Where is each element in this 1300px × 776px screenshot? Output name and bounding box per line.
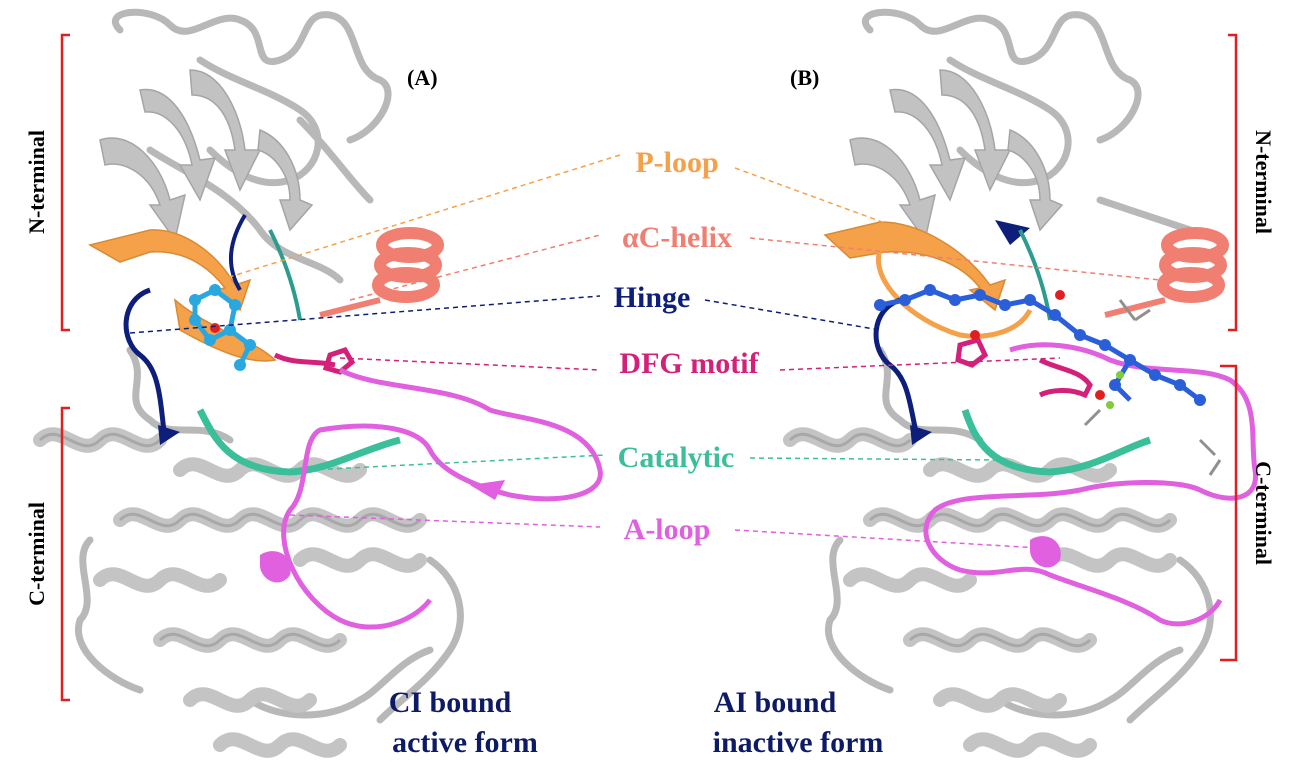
dfg-motif-b: [955, 337, 1093, 399]
ac-helix-a: [372, 227, 444, 303]
caption-a-line1: CI bound: [389, 686, 512, 719]
ac-helix-leader-a: [349, 234, 601, 301]
ac-helix-b: [1157, 227, 1229, 303]
ligand-ai-b: [874, 284, 1206, 409]
dfg-leader-b: [779, 357, 1061, 371]
a-loop-leader-b: [734, 529, 1041, 549]
p-loop-region-b: [823, 221, 1007, 312]
a-loop-label: A-loop: [624, 513, 711, 546]
panel-b-tag: (B): [790, 65, 819, 90]
hinge-a: [123, 287, 168, 441]
c-terminal-label-b: C-terminal: [1251, 461, 1276, 565]
p-loop-leader-b: [734, 167, 946, 246]
c-terminal-bracket-b: [1220, 364, 1238, 662]
panel-a-tag: (A): [407, 65, 438, 90]
a-loop-b: [923, 342, 1258, 627]
p-loop-label: P-loop: [635, 146, 718, 179]
hinge-leader-b: [704, 299, 881, 331]
ac-helix-label: αC-helix: [622, 221, 732, 254]
ac-helix-leader-b: [749, 237, 1161, 281]
ligand-ci-a: [189, 284, 256, 371]
protein-structure-b: [783, 8, 1258, 758]
catalytic-label: Catalytic: [618, 441, 735, 474]
catalytic-loop-a: [196, 408, 401, 476]
caption-a-line2: active form: [392, 726, 538, 759]
hinge-label: Hinge: [614, 281, 691, 314]
catalytic-loop-b: [961, 408, 1152, 476]
n-terminal-label-b: N-terminal: [1251, 130, 1276, 234]
a-loop-leader-a: [289, 514, 601, 528]
caption-b-line1: AI bound: [714, 686, 837, 719]
n-terminal-label-a: N-terminal: [24, 130, 49, 234]
dfg-leader-a: [339, 357, 601, 371]
catalytic-leader-a: [309, 454, 606, 471]
c-terminal-label-a: C-terminal: [24, 502, 49, 606]
caption-b-line2: inactive form: [713, 726, 884, 759]
protein-structure-a: [33, 8, 603, 758]
p-loop-leader-a: [219, 154, 621, 281]
dfg-motif-label: DFG motif: [619, 347, 759, 380]
c-terminal-bracket-a: [60, 406, 70, 702]
dfg-motif-a: [273, 346, 356, 375]
hinge-leader-a: [129, 295, 601, 334]
n-terminal-bracket-b: [1228, 33, 1238, 332]
a-loop-a: [281, 367, 603, 630]
n-terminal-bracket-a: [60, 33, 70, 332]
catalytic-leader-b: [749, 457, 1001, 461]
